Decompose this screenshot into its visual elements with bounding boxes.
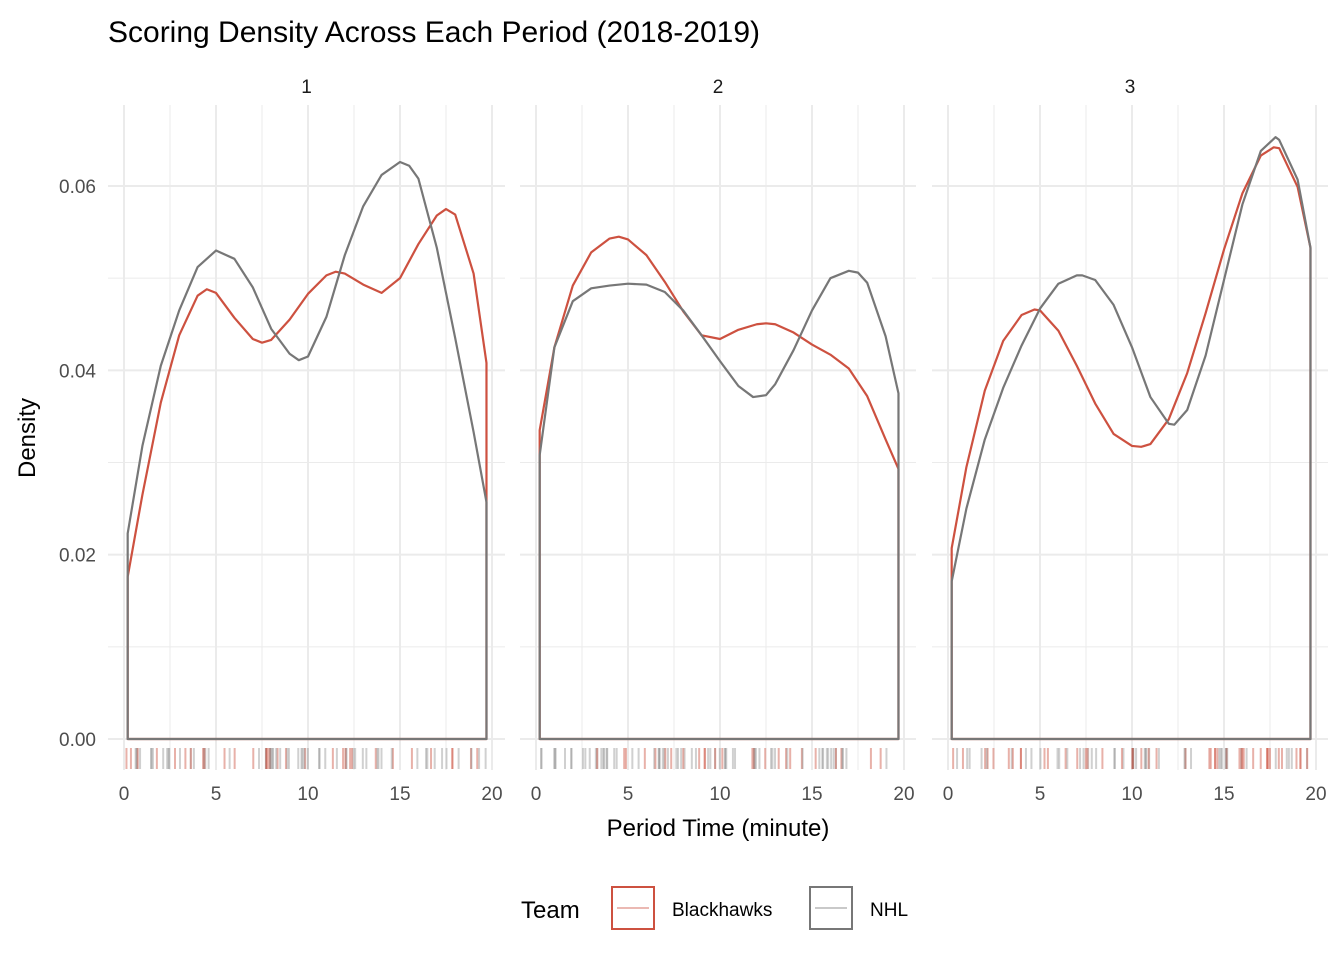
rug-marks [125, 748, 487, 769]
facet-label: 1 [301, 77, 312, 98]
facet-panel-2: 20 5 10 15 20 [520, 77, 916, 805]
density-curve-nhl [950, 136, 1312, 741]
x-tick-label: 0 [531, 784, 542, 805]
facet-panel-3: 3 0 5 10 15 20 [932, 77, 1328, 805]
x-tick-label: 0 [943, 784, 954, 805]
legend-title: Team [521, 897, 580, 924]
x-tick-label: 5 [211, 784, 222, 805]
y-axis-title: Density [14, 398, 41, 478]
x-tick-label: 15 [801, 784, 822, 805]
y-tick-label: 0.02 [59, 546, 96, 567]
x-tick-label: 5 [623, 784, 634, 805]
legend-label-nhl: NHL [870, 900, 908, 921]
x-tick-label: 15 [389, 784, 410, 805]
rug-marks [952, 748, 1309, 769]
density-curve-blackhawks [126, 207, 488, 741]
density-curve-nhl [538, 269, 900, 741]
x-tick-label: 20 [893, 784, 914, 805]
x-tick-label: 10 [709, 784, 730, 805]
x-tick-label: 20 [481, 784, 502, 805]
legend: Team Blackhawks NHL [521, 886, 908, 930]
facet-label: 2 [713, 77, 724, 98]
x-axis-title: Period Time (minute) [607, 815, 830, 842]
legend-key-nhl [809, 886, 853, 930]
legend-key-blackhawks [611, 886, 655, 930]
y-tick-label: 0.04 [59, 361, 96, 382]
x-tick-label: 10 [297, 784, 318, 805]
x-tick-label: 15 [1213, 784, 1234, 805]
chart-title: Scoring Density Across Each Period (2018… [108, 16, 760, 49]
y-tick-label: 0.00 [59, 730, 96, 751]
x-tick-label: 5 [1035, 784, 1046, 805]
facet-panel-1: 10 5 10 15 20 [108, 77, 505, 805]
density-curve-nhl [126, 160, 488, 741]
facet-label: 3 [1125, 77, 1136, 98]
x-tick-label: 10 [1121, 784, 1142, 805]
rug-marks [540, 748, 888, 769]
legend-label-blackhawks: Blackhawks [672, 900, 772, 921]
x-tick-label: 0 [119, 784, 130, 805]
y-tick-label: 0.06 [59, 177, 96, 198]
density-curve-blackhawks [950, 146, 1312, 741]
x-tick-label: 20 [1305, 784, 1326, 805]
density-curve-blackhawks [538, 235, 900, 741]
